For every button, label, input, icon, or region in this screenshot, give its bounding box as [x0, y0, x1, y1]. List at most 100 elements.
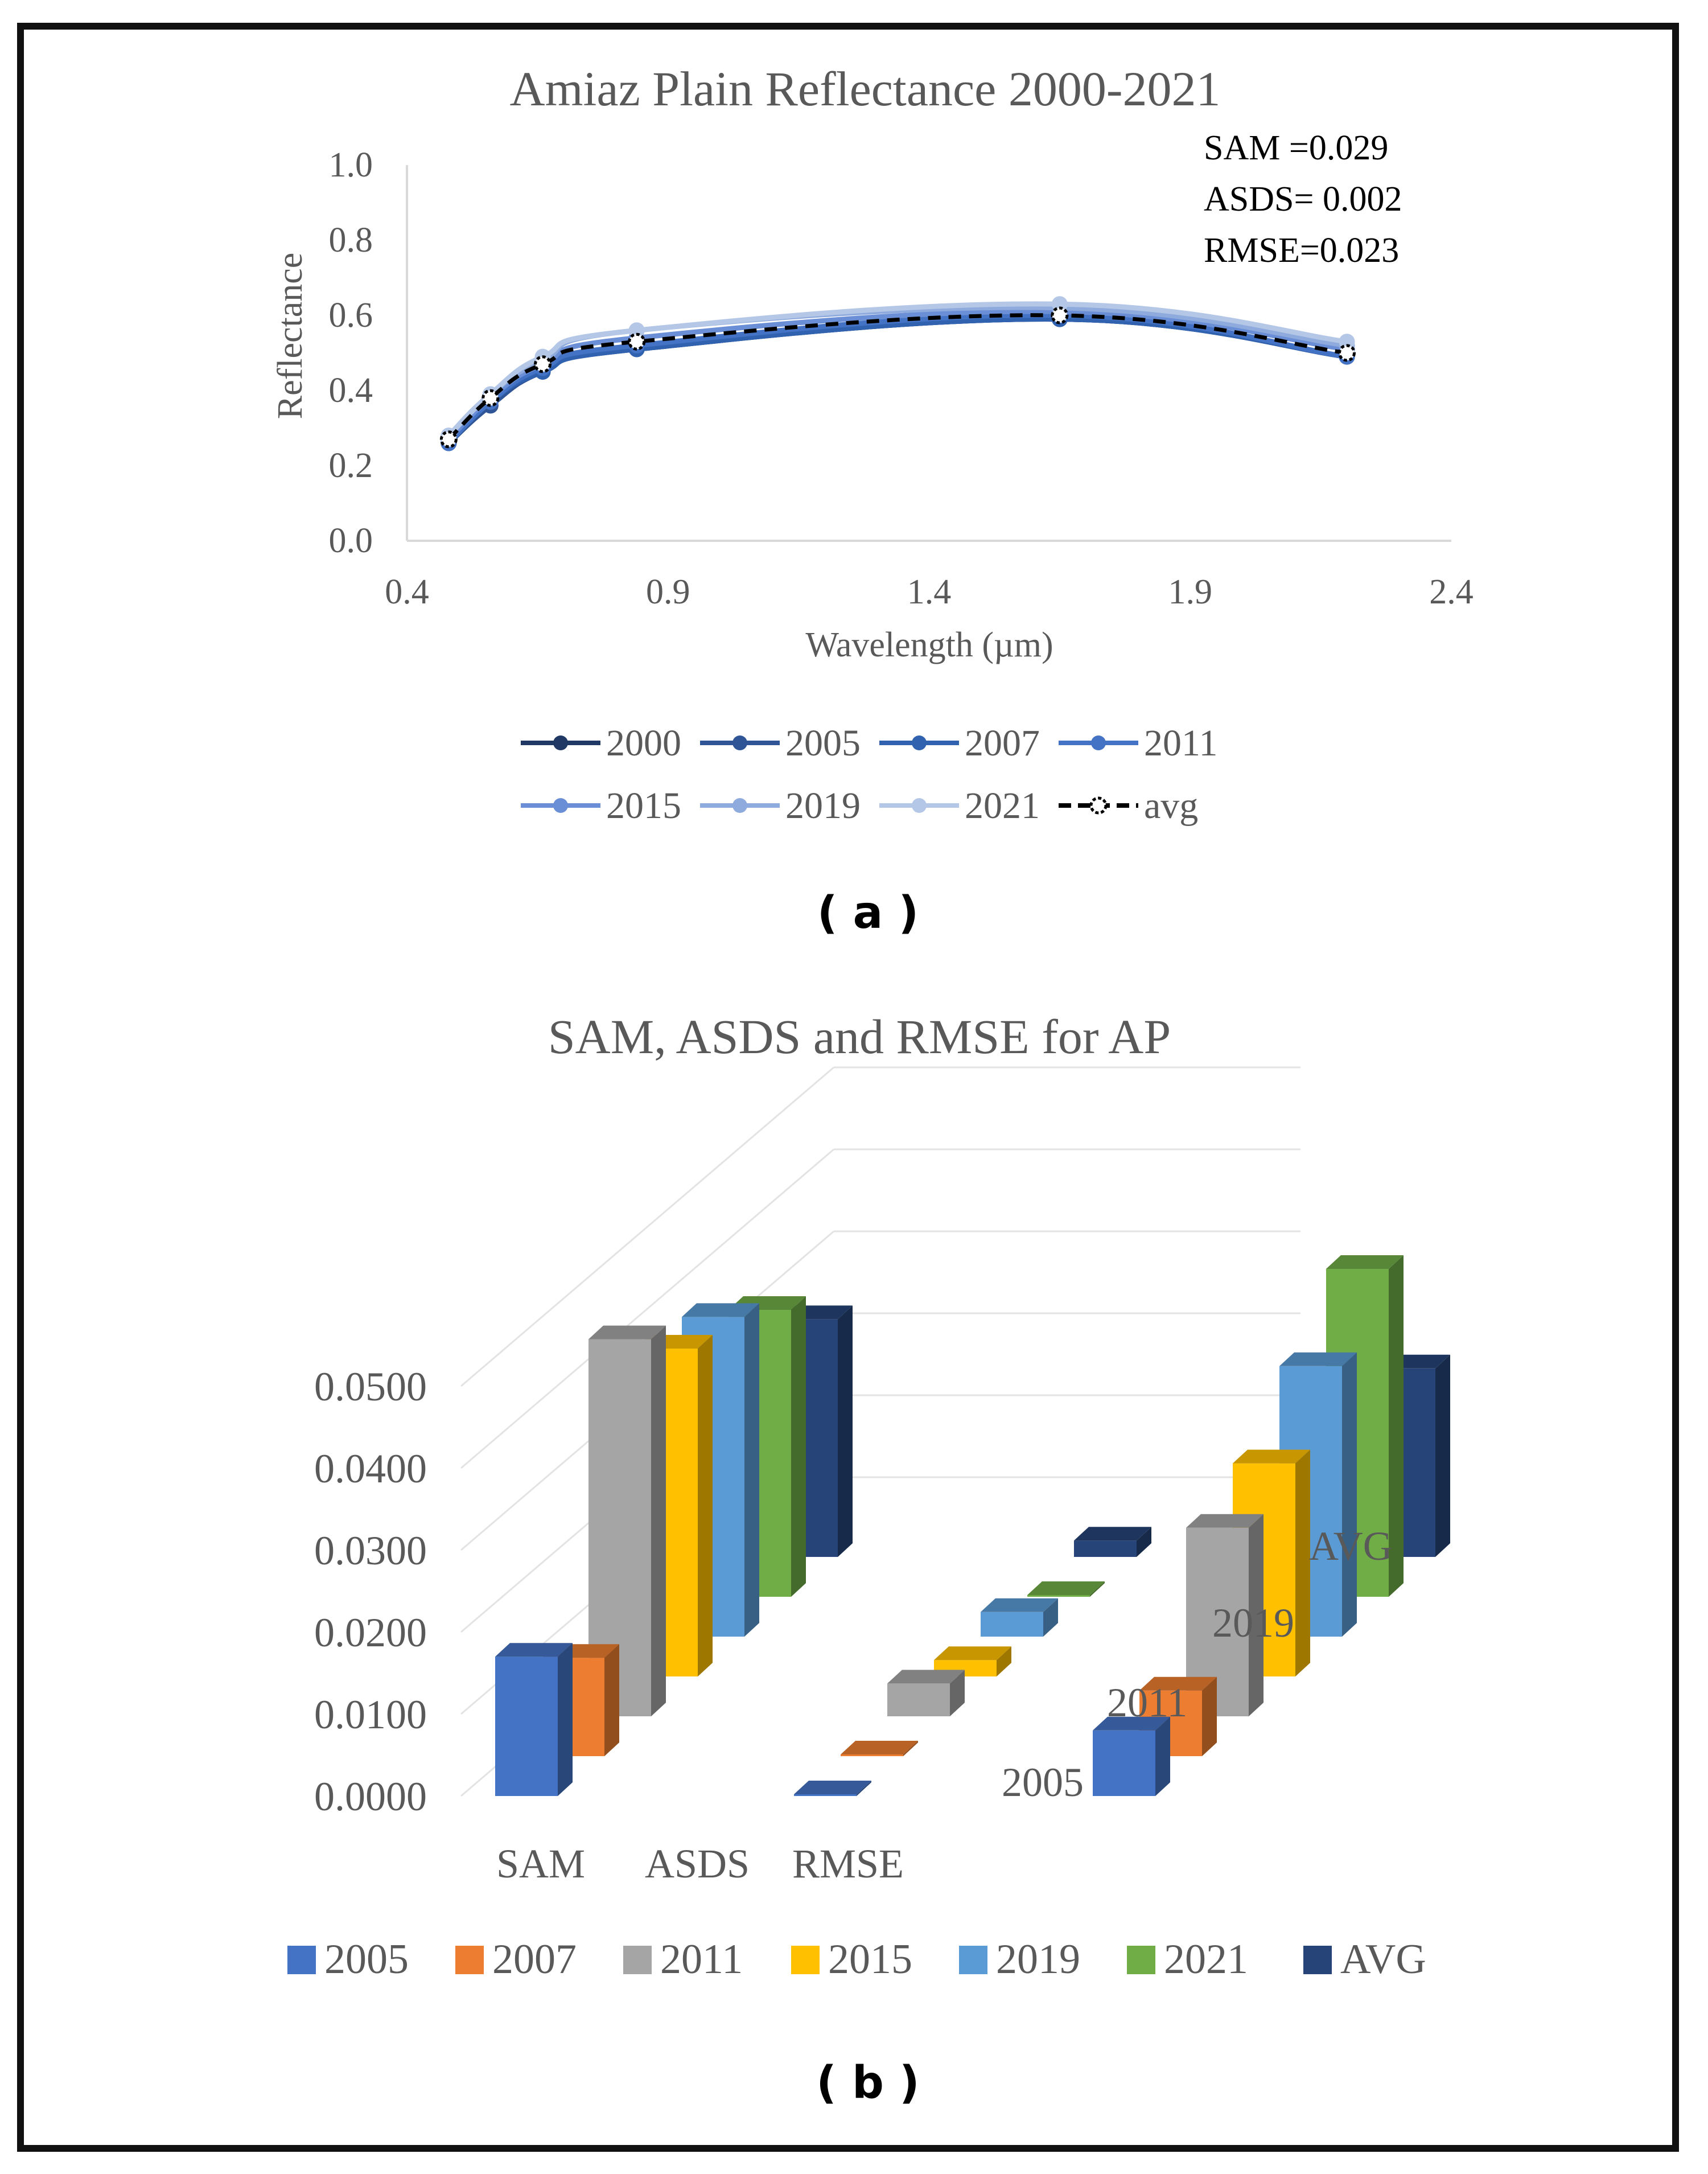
legend-item-avg: avg	[1059, 785, 1198, 827]
legend-item-2005: 2005	[287, 1936, 409, 1983]
legend-item-2011: 2011	[1059, 722, 1218, 764]
data-point	[1051, 306, 1069, 324]
bar-side	[558, 1643, 573, 1796]
bar-2021-ASDS	[1027, 1581, 1105, 1597]
legend-label: 2021	[1164, 1936, 1248, 1983]
y-tick-label: 0.0	[329, 521, 373, 560]
bar-2005-ASDS	[794, 1781, 871, 1796]
bar-front	[1027, 1595, 1090, 1597]
legend-label: AVG	[1340, 1936, 1426, 1983]
y-tick-label: 0.4	[329, 371, 373, 410]
bar-side	[1342, 1352, 1357, 1637]
asds-annotation: ASDS= 0.002	[1204, 180, 1402, 219]
bar-side	[1043, 1598, 1058, 1637]
bar-front	[1093, 1730, 1155, 1796]
bar-top	[1279, 1352, 1357, 1366]
bar-front	[981, 1612, 1043, 1637]
legend-label: 2021	[965, 785, 1040, 827]
legend-marker	[553, 735, 568, 750]
bar-top	[887, 1670, 965, 1684]
y-tick-label: 0.8	[329, 221, 373, 260]
bar-side	[838, 1305, 853, 1557]
bar-front	[794, 1794, 857, 1796]
legend-label: 2019	[996, 1936, 1080, 1983]
bar-side	[1295, 1449, 1310, 1676]
legend-label: 2000	[606, 722, 681, 764]
bar-2005-RMSE	[1093, 1716, 1170, 1796]
rmse-annotation: RMSE=0.023	[1204, 231, 1399, 270]
legend-item-2021: 2021	[1127, 1936, 1248, 1983]
legend-marker	[912, 735, 927, 750]
legend-swatch	[455, 1946, 484, 1974]
legend-swatch	[959, 1946, 987, 1974]
y-tick-label: 0.2	[329, 446, 373, 485]
bar-top	[794, 1781, 871, 1794]
bar-top	[841, 1741, 918, 1754]
legend-item-2015: 2015	[521, 785, 681, 827]
bar-side	[950, 1670, 965, 1716]
bar-top	[981, 1598, 1058, 1612]
legend-swatch	[1303, 1946, 1332, 1974]
bar-top	[1074, 1527, 1151, 1541]
bar-top	[1233, 1449, 1310, 1464]
panel-label-b: ( b )	[816, 2057, 919, 2109]
y-tick-label: 0.6	[329, 296, 373, 335]
legend-label: 2007	[965, 722, 1040, 764]
bar-side	[791, 1296, 806, 1597]
data-point	[628, 332, 646, 351]
depth-axis-label: 2011	[1107, 1680, 1187, 1725]
x-tick-label: 2.4	[1429, 573, 1474, 611]
bar-top	[1186, 1514, 1263, 1528]
bar-2007-ASDS	[841, 1741, 918, 1756]
bar-side	[651, 1325, 666, 1716]
bar-top	[1139, 1676, 1217, 1691]
category-label: ASDS	[645, 1841, 750, 1887]
legend-marker	[912, 798, 927, 813]
legend-marker	[1089, 796, 1108, 815]
data-point	[534, 355, 552, 373]
x-tick-label: 1.9	[1168, 573, 1213, 611]
depth-axis-label: 2019	[1212, 1600, 1294, 1646]
error-metrics-3d-bar-chart: SAM, ASDS and RMSE for AP 0.0000 0.0100 0.…	[287, 1009, 1450, 2109]
legend-swatch	[1127, 1946, 1155, 1974]
y-tick-label: 0.0200	[314, 1610, 427, 1655]
legend-item-AVG: AVG	[1303, 1936, 1426, 1983]
y-tick-label: 0.0100	[314, 1692, 427, 1737]
legend-item-2019: 2019	[700, 785, 861, 827]
legend-marker	[553, 798, 568, 813]
legend-item-2021: 2021	[879, 785, 1040, 827]
bar-top	[682, 1303, 759, 1317]
chart-a-title: Amiaz Plain Reflectance 2000-2021	[510, 61, 1221, 116]
y-tick-label: 0.0300	[314, 1528, 427, 1573]
bar-2011-ASDS	[887, 1670, 965, 1716]
legend-label: 2007	[492, 1936, 577, 1983]
legend-label: 2019	[785, 785, 861, 827]
bar-side	[857, 1781, 871, 1796]
bar-side	[1389, 1255, 1404, 1597]
bar-side	[1249, 1514, 1263, 1716]
legend-item-2007: 2007	[455, 1936, 577, 1983]
legend-label: 2005	[785, 722, 861, 764]
legend-swatch	[791, 1946, 820, 1974]
reflectance-line-chart: Amiaz Plain Reflectance 2000-2021 0.0 0.2…	[271, 61, 1474, 939]
category-label: RMSE	[792, 1841, 904, 1887]
legend-label: 2011	[660, 1936, 743, 1983]
legend-item-2015: 2015	[791, 1936, 912, 1983]
bar-side	[1137, 1527, 1151, 1557]
panel-label-a: ( a )	[817, 887, 919, 939]
chart-b-title: SAM, ASDS and RMSE for AP	[548, 1009, 1171, 1064]
bar-front	[841, 1754, 903, 1756]
bar-side	[1155, 1716, 1170, 1796]
series-line-2015	[447, 309, 1348, 441]
legend-marker	[1091, 735, 1106, 750]
legend-marker	[732, 735, 747, 750]
series-line-2021	[447, 301, 1348, 438]
grid-line	[460, 1066, 834, 1387]
series-avg	[439, 306, 1356, 449]
legend-item-2005: 2005	[700, 722, 861, 764]
bar-2005-SAM	[495, 1643, 573, 1796]
chart-a-legend: 2000 2005 2007 2011 2015 2019 2021 avg	[521, 722, 1218, 827]
bar-side	[903, 1741, 918, 1756]
x-axis-label: Wavelength (µm)	[805, 626, 1053, 664]
bar-top	[1093, 1716, 1170, 1731]
